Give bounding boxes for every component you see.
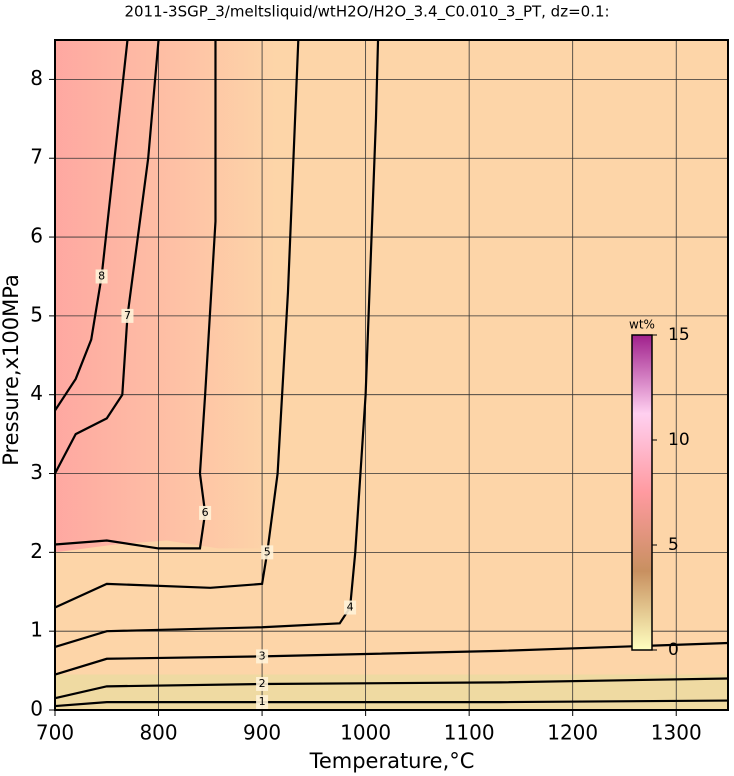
contour-label-bg	[344, 600, 357, 615]
y-tick-label: 3	[30, 460, 43, 484]
x-tick-label: 1200	[547, 721, 598, 745]
contour-line	[54, 39, 300, 609]
contour-label-bg	[95, 269, 108, 284]
x-tick-label: 800	[139, 721, 177, 745]
high-water-zone	[55, 40, 276, 553]
y-tick-label: 1	[30, 618, 43, 642]
contour-label: 5	[264, 545, 271, 558]
x-tick-label: 1000	[340, 721, 391, 745]
y-axis-label: Pressure,x100MPa	[0, 274, 23, 466]
contour-label: 6	[202, 506, 209, 519]
colorbar-tick-label: 10	[668, 430, 690, 450]
contour-label: 3	[259, 649, 266, 662]
contour-label: 1	[259, 695, 266, 708]
y-tick-label: 7	[30, 145, 43, 169]
x-axis-label: Temperature,°C	[309, 749, 475, 773]
x-tick-label: 700	[36, 721, 74, 745]
colorbar	[631, 334, 653, 651]
contour-label-bg	[121, 308, 134, 323]
contour-line	[54, 39, 129, 412]
x-tick-label: 900	[243, 721, 281, 745]
contour-label-bg	[256, 676, 269, 691]
contour-label-bg	[199, 505, 212, 520]
contour-label: 7	[124, 309, 131, 322]
y-tick-label: 6	[30, 224, 43, 248]
colorbar-tick-label: 15	[668, 325, 690, 345]
chart-title: 2011-3SGP_3/meltsliquid/wtH2O/H2O_3.4_C0…	[124, 3, 609, 22]
plot-frame	[54, 39, 729, 711]
contour-label-bg	[256, 649, 269, 664]
y-tick-label: 4	[30, 381, 43, 405]
y-tick-label: 8	[30, 66, 43, 90]
colorbar-label: wt%	[629, 318, 655, 332]
contour-label: 8	[98, 269, 105, 282]
y-tick-label: 5	[30, 302, 43, 326]
contour-line	[54, 39, 160, 475]
colorbar-tick-label: 0	[668, 640, 679, 660]
x-tick-label: 1300	[651, 721, 702, 745]
contour-label-bg	[256, 695, 269, 710]
x-tick-label: 1100	[444, 721, 495, 745]
y-tick-label: 0	[30, 697, 43, 721]
contour-label-bg	[261, 545, 274, 560]
contour-label: 2	[259, 677, 266, 690]
y-tick-label: 2	[30, 539, 43, 563]
contour-label: 4	[347, 601, 354, 614]
colorbar-tick-label: 5	[668, 535, 679, 555]
